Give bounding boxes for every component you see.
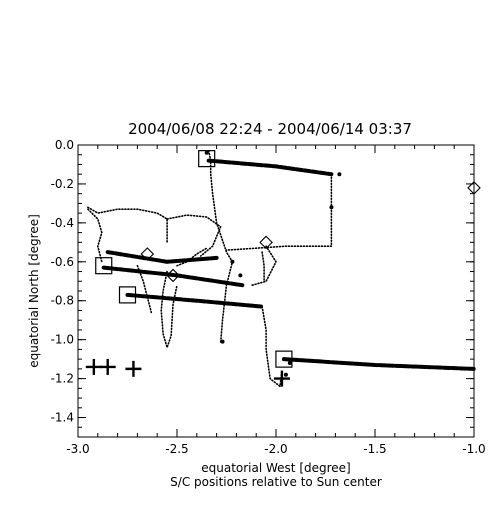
square-marker (198, 150, 216, 168)
data-point-dot (238, 273, 243, 278)
square-marker (118, 286, 137, 304)
dotted-track-8 (87, 206, 168, 244)
data-point-dot (220, 339, 225, 344)
y-tick-label: -0.8 (51, 294, 74, 308)
plot-area (85, 150, 481, 388)
y-tick-label: 0.0 (55, 138, 74, 152)
y-tick-label: -1.2 (51, 372, 74, 386)
dotted-track-13 (176, 247, 208, 267)
x-axis-caption: S/C positions relative to Sun center (170, 475, 382, 489)
dotted-track-6 (207, 150, 234, 345)
chart-title: 2004/06/08 22:24 - 2004/06/14 03:37 (128, 120, 412, 138)
data-point-dot (230, 259, 235, 264)
dotted-track-7 (225, 173, 333, 251)
plot-frame (77, 144, 475, 438)
trajectory-track-4 (281, 357, 476, 371)
dotted-track-10 (166, 214, 222, 257)
dotted-track-16 (261, 251, 265, 283)
diamond-marker (140, 247, 155, 261)
y-tick-label: -0.6 (51, 255, 74, 269)
trajectory-track-3 (125, 292, 265, 309)
y-tick-label: -0.2 (51, 177, 74, 191)
square-marker (95, 257, 113, 275)
x-tick-label: -2.5 (165, 442, 188, 456)
trajectory-track-2 (101, 265, 245, 288)
data-point-dot (287, 361, 292, 366)
diamond-marker (166, 268, 180, 283)
dotted-track-9 (87, 208, 103, 263)
data-point-dot (283, 372, 288, 377)
axis-ticks: -3.0 -2.5 -2.0 -1.5 -1.0 0.0 -0.2 -0.4 -0.6 -0.8 -… (51, 138, 486, 456)
x-tick-label: -3.0 (66, 442, 89, 456)
data-point-dot (204, 150, 209, 155)
data-point-dot (337, 172, 342, 177)
x-tick-label: -2.0 (264, 442, 287, 456)
diamond-marker (259, 235, 273, 250)
x-axis-label: equatorial West [degree] (201, 461, 351, 475)
y-tick-label: -1.0 (51, 333, 74, 347)
x-tick-label: -1.0 (462, 442, 485, 456)
trajectory-track-1 (206, 158, 334, 177)
data-point-dot (329, 205, 334, 210)
trajectory-track-5 (105, 250, 219, 264)
dotted-track-11 (136, 264, 153, 314)
dotted-track-14 (251, 245, 277, 287)
y-tick-label: -0.4 (51, 216, 74, 230)
y-axis-label: equatorial North [degree] (27, 214, 41, 368)
x-tick-label: -1.5 (363, 442, 386, 456)
square-marker (275, 350, 293, 368)
dotted-track-15 (261, 305, 283, 388)
dotted-track-12 (160, 270, 178, 351)
y-tick-label: -1.4 (51, 411, 74, 425)
